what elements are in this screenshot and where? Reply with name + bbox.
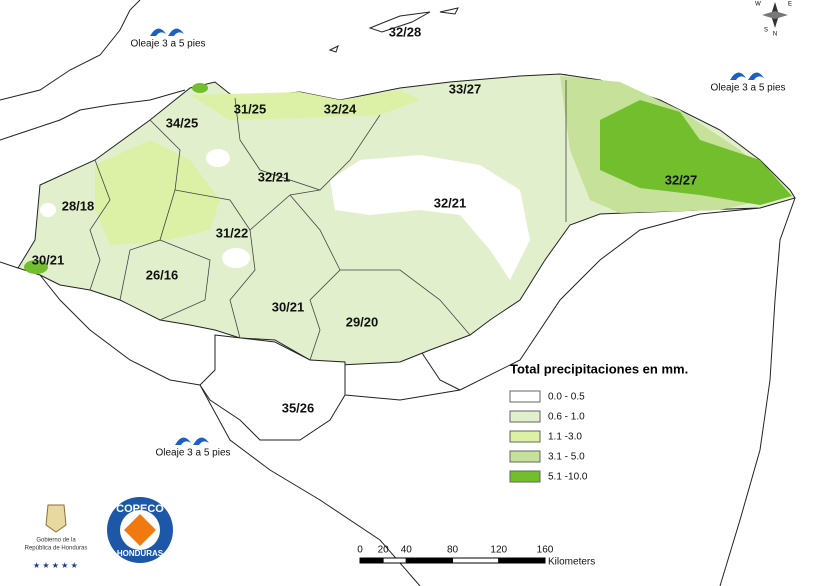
honduras [17, 73, 796, 441]
scale-label: 120 [490, 545, 507, 556]
temperature-label: 33/27 [449, 81, 482, 96]
temperature-label: 28/18 [62, 198, 95, 213]
wave-label: Oleaje 3 a 5 pies [130, 39, 205, 50]
compass-letter: S [764, 28, 768, 34]
legend-swatch [509, 450, 541, 463]
temperature-label: 31/22 [216, 225, 249, 240]
temperature-label: 30/21 [32, 252, 65, 267]
temperature-label: 29/20 [346, 314, 379, 329]
temperature-label: 32/21 [434, 195, 467, 210]
scale-label: 0 [357, 545, 363, 556]
government-text: Gobierno de la [36, 538, 76, 544]
government-text: República de Honduras [25, 546, 88, 552]
legend-label: 1.1 -3.0 [548, 432, 582, 443]
temperature-label: 32/21 [258, 169, 291, 184]
wave-icon [730, 72, 764, 80]
wave-icon [175, 437, 209, 445]
bay-islands [328, 7, 459, 53]
scale-segment [498, 557, 546, 564]
compass-letter: N [773, 32, 777, 38]
legend-swatch [509, 410, 541, 423]
legend-swatch [509, 390, 541, 403]
scale-segment [359, 557, 384, 564]
wave-label: Oleaje 3 a 5 pies [710, 83, 785, 94]
temperature-label: 35/26 [282, 400, 315, 415]
scale-segment [452, 557, 500, 564]
temperature-label: 26/16 [146, 267, 179, 282]
copeco-logo [107, 497, 173, 563]
scale-segment [405, 557, 453, 564]
legend-swatch [509, 470, 541, 483]
temperature-label: 31/25 [234, 101, 267, 116]
scale-label: 20 [378, 545, 390, 556]
temperature-label: 32/27 [665, 172, 698, 187]
legend-label: 3.1 - 5.0 [548, 452, 585, 463]
temperature-label: 34/25 [166, 115, 199, 130]
temperature-label: 32/28 [389, 24, 422, 39]
copeco-subtext: HONDURAS [117, 549, 164, 558]
temperature-label: 30/21 [272, 299, 305, 314]
legend-label: 0.0 - 0.5 [548, 392, 585, 403]
compass-letter: E [788, 2, 792, 8]
legend-label: 5.1 -10.0 [548, 472, 588, 483]
wave-icon [150, 28, 184, 36]
svg-text:★ ★ ★ ★ ★: ★ ★ ★ ★ ★ [33, 561, 78, 570]
scale-unit: Kilometers [548, 557, 595, 568]
scale-label: 160 [537, 545, 554, 556]
copeco-text: COPECO [116, 503, 164, 515]
legend-swatch [509, 430, 541, 443]
legend-label: 0.6 - 1.0 [548, 412, 585, 423]
scale-label: 80 [447, 545, 459, 556]
compass [762, 2, 788, 28]
government-logo: ★ ★ ★ ★ ★ [33, 504, 78, 570]
scale-segment [382, 557, 407, 564]
legend: Total precipitaciones en mm. 0.0 - 0.5 0.… [509, 361, 688, 483]
wave-label: Oleaje 3 a 5 pies [155, 448, 230, 459]
temperature-label: 32/24 [324, 101, 357, 116]
compass-letter: W [755, 2, 761, 8]
legend-title: Total precipitaciones en mm. [510, 361, 688, 376]
scale-label: 40 [401, 545, 413, 556]
